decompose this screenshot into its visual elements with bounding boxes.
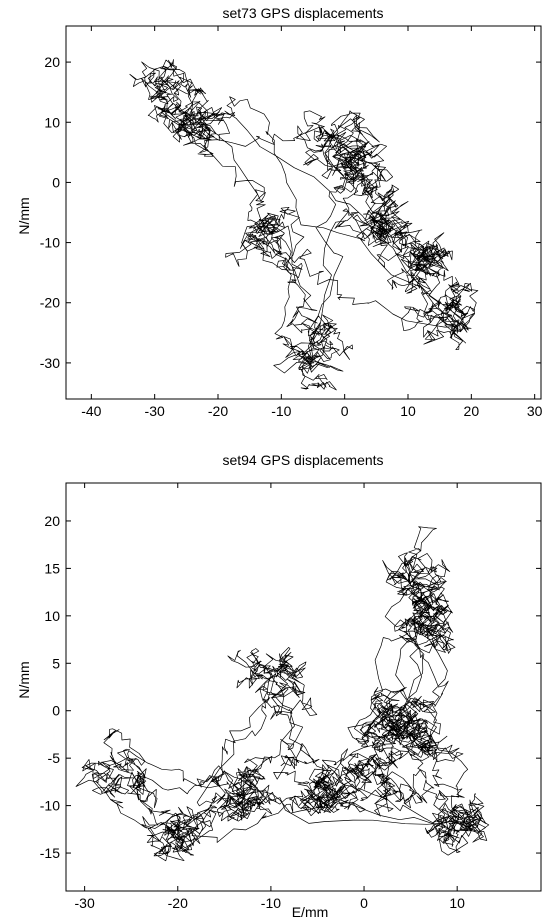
bottom-plot-title: set94 GPS displacements [222, 452, 383, 468]
bottom-plot-xtick-label: 10 [449, 895, 465, 911]
top-plot-ytick-label: 0 [52, 174, 60, 190]
bottom-plot-xtick-label: 0 [360, 895, 368, 911]
bottom-plot-ytick-label: 10 [44, 608, 60, 624]
top-plot-trajectory [129, 59, 479, 391]
bottom-plot: set94 GPS displacements N/mm E/mm -30 -20… [16, 452, 542, 920]
top-plot-trajectory-line [129, 59, 479, 391]
top-plot-xtick-label: 20 [464, 403, 480, 419]
top-plot-ytick-label: -10 [40, 235, 60, 251]
bottom-plot-ytick-label: 15 [44, 560, 60, 576]
top-plot-xtick-label: 10 [400, 403, 416, 419]
top-plot-xtick-label: -10 [271, 403, 291, 419]
top-plot-tick-labels: -40 -30 -20 -10 0 10 20 30 -30 -20 -10 0 10 20 [40, 54, 543, 419]
bottom-plot-axes-frame [65, 482, 542, 892]
top-plot-xtick-label: -20 [208, 403, 228, 419]
bottom-plot-ytick-label: 0 [52, 703, 60, 719]
top-plot-ytick-label: 20 [44, 54, 60, 70]
bottom-plot-ytick-label: -15 [40, 845, 60, 861]
top-plot-title: set73 GPS displacements [222, 5, 383, 21]
top-plot-ytick-label: -30 [40, 355, 60, 371]
top-plot-ylabel: N/mm [16, 197, 32, 234]
top-plot-xtick-label: -40 [81, 403, 101, 419]
bottom-plot-ytick-label: 20 [44, 513, 60, 529]
top-plot-xtick-label: 30 [527, 403, 543, 419]
bottom-plot-ytick-label: 5 [52, 655, 60, 671]
bottom-plot-trajectory-line [75, 526, 490, 862]
bottom-plot-xtick-label: -10 [261, 895, 281, 911]
top-plot: set73 GPS displacements N/mm -40 -30 -20 -1… [16, 5, 543, 419]
top-plot-axes [65, 25, 542, 400]
top-plot-ytick-label: -20 [40, 295, 60, 311]
bottom-plot-ytick-label: -10 [40, 798, 60, 814]
bottom-plot-xtick-label: -30 [75, 895, 95, 911]
top-plot-xtick-label: 0 [341, 403, 349, 419]
bottom-plot-ylabel: N/mm [16, 661, 32, 698]
bottom-plot-tick-labels: -30 -20 -10 0 10 -15 -10 -5 0 5 10 15 20 [40, 513, 465, 911]
bottom-plot-xlabel: E/mm [292, 904, 329, 920]
bottom-plot-xtick-label: -20 [168, 895, 188, 911]
bottom-plot-trajectory [75, 526, 490, 862]
bottom-plot-ytick-label: -5 [48, 750, 61, 766]
top-plot-xtick-label: -30 [145, 403, 165, 419]
bottom-plot-axes [65, 482, 542, 892]
top-plot-ytick-label: 10 [44, 114, 60, 130]
top-plot-axes-frame [65, 25, 542, 400]
